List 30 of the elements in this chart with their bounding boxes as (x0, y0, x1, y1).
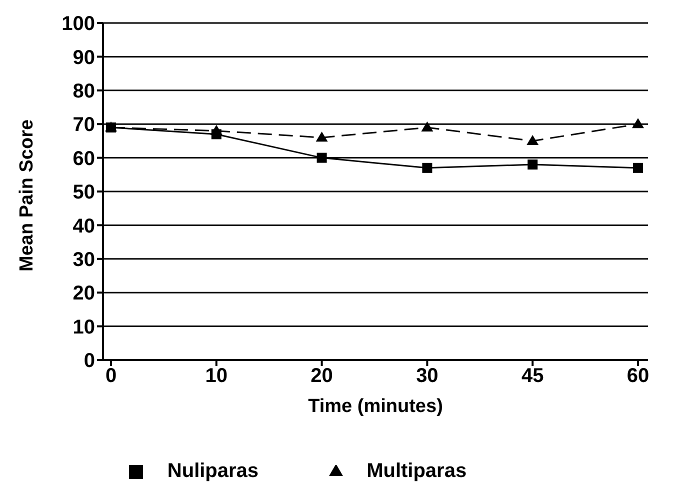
x-tick-label: 30 (416, 365, 438, 388)
y-tick-label: 80 (72, 80, 95, 102)
y-tick-label: 30 (72, 249, 95, 271)
point (421, 121, 434, 132)
point (632, 118, 644, 128)
point (211, 129, 222, 140)
x-tick-label: 60 (626, 365, 650, 388)
point (528, 160, 538, 170)
legend-label: Multiparas (366, 460, 467, 482)
point (422, 162, 432, 173)
y-tick-label: 70 (72, 114, 95, 136)
point (526, 134, 539, 145)
y-tick-label: 10 (72, 316, 95, 338)
point (633, 162, 643, 173)
x-tick-label: 45 (521, 365, 544, 388)
y-tick-label: 50 (72, 182, 95, 204)
y-axis-title: Mean Pain Score (16, 119, 38, 272)
x-axis-title: Time (minutes) (308, 396, 443, 417)
point (316, 152, 327, 163)
legend-label: Nuliparas (167, 460, 259, 482)
x-tick-label: 20 (310, 365, 333, 388)
x-tick-label: 10 (205, 365, 228, 388)
y-tick-label: 40 (72, 215, 95, 238)
y-tick-label: 60 (72, 148, 95, 170)
y-tick-label: 100 (62, 13, 95, 36)
y-tick-label: 90 (72, 46, 95, 69)
y-tick-label: 0 (84, 350, 95, 372)
x-tick-label: 0 (105, 365, 117, 388)
point (316, 132, 328, 142)
y-tick-label: 20 (72, 282, 95, 305)
